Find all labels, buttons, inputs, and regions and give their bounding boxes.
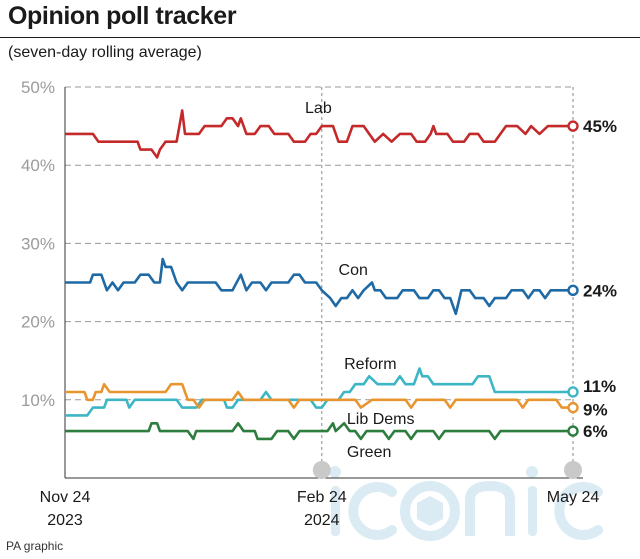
- x-tick-marker: [312, 461, 331, 479]
- end-value-label: 45%: [583, 117, 617, 136]
- source-credit: PA graphic: [6, 539, 64, 553]
- end-point-marker: [567, 120, 579, 132]
- end-point-marker: [567, 386, 579, 398]
- x-tick-year: 2024: [304, 512, 340, 529]
- series-line-con: [65, 257, 573, 316]
- series-line-lab: [65, 109, 573, 159]
- end-value-label: 6%: [583, 422, 608, 441]
- y-tick-label: 50%: [21, 78, 55, 97]
- end-value-label: 9%: [583, 401, 608, 420]
- y-tick-label: 10%: [21, 391, 55, 410]
- chart-subtitle: (seven-day rolling average): [8, 44, 202, 61]
- series-line-green: [65, 422, 573, 441]
- series-line-lib-dems: [65, 382, 573, 409]
- x-tick-label: May 24: [547, 489, 600, 506]
- series-line-reform: [65, 367, 573, 417]
- x-tick-year: 2023: [47, 512, 83, 529]
- series-annotation: Con: [339, 262, 368, 279]
- series-annotation: Green: [347, 444, 391, 461]
- end-point-marker: [567, 401, 579, 414]
- x-tick-label: Feb 24: [297, 489, 347, 506]
- y-tick-label: 30%: [21, 234, 55, 253]
- end-value-label: 11%: [583, 377, 616, 396]
- series-annotation: Reform: [344, 356, 396, 373]
- end-point-marker: [567, 425, 579, 437]
- iconic-watermark-logo: [329, 466, 603, 541]
- x-tick-label: Nov 24: [40, 489, 91, 506]
- series-annotation: Lib Dems: [347, 411, 415, 428]
- title-divider: [0, 37, 640, 38]
- series-annotation: Lab: [305, 100, 332, 117]
- y-tick-label: 20%: [21, 313, 55, 332]
- end-value-label: 24%: [583, 281, 617, 300]
- page-title: Opinion poll tracker: [8, 2, 237, 30]
- y-tick-label: 40%: [21, 156, 55, 175]
- end-point-marker: [567, 284, 579, 297]
- x-tick-marker: [564, 461, 582, 479]
